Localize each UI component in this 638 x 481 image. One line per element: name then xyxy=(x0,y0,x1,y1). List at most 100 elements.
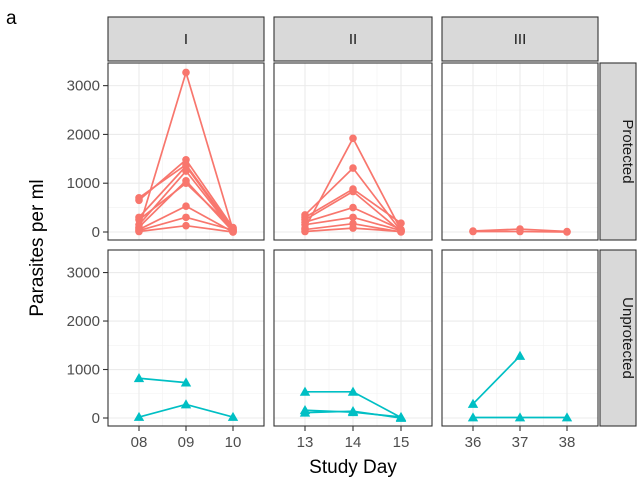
row-strip xyxy=(599,249,637,427)
data-point xyxy=(133,411,145,421)
x-tick-label: 15 xyxy=(393,434,410,451)
data-point xyxy=(349,164,357,172)
series-line xyxy=(304,188,354,219)
data-point xyxy=(227,411,239,421)
data-point xyxy=(301,227,309,236)
series-line xyxy=(138,159,187,201)
row-strip-label: Unprotected xyxy=(619,297,636,379)
data-point xyxy=(563,228,571,236)
data-point xyxy=(135,194,143,202)
data-point xyxy=(180,377,192,387)
series-line xyxy=(352,206,402,231)
column-strip-label: III xyxy=(514,31,527,48)
data-point xyxy=(182,167,190,175)
data-point xyxy=(182,221,190,230)
data-point xyxy=(182,202,190,210)
y-tick-label: 2000 xyxy=(67,126,100,143)
x-tick-label: 13 xyxy=(297,434,314,451)
series-line xyxy=(138,163,187,199)
series-line xyxy=(352,137,402,231)
column-strip xyxy=(273,16,433,62)
series-line xyxy=(185,159,234,229)
series-line xyxy=(352,190,402,233)
series-line xyxy=(304,222,354,231)
y-tick-label: 3000 xyxy=(67,265,100,282)
series-line xyxy=(352,216,402,232)
x-tick-label: 10 xyxy=(225,434,242,451)
data-point xyxy=(135,216,143,224)
series-line xyxy=(304,167,354,216)
column-strip-label: I xyxy=(184,31,188,48)
data-point xyxy=(182,179,190,188)
series-line xyxy=(138,165,187,218)
x-tick-label: 14 xyxy=(345,434,362,451)
y-tick-label: 1000 xyxy=(67,362,100,379)
series-line xyxy=(304,410,354,414)
series-line xyxy=(138,224,187,233)
series-line xyxy=(304,206,354,224)
series-line xyxy=(352,410,402,419)
data-point xyxy=(182,213,190,222)
data-point xyxy=(180,399,192,409)
y-axis-title: Parasites per ml xyxy=(27,179,48,316)
data-point xyxy=(467,412,479,422)
data-point xyxy=(349,224,357,232)
data-point xyxy=(347,406,359,416)
series-line xyxy=(185,164,234,230)
data-point xyxy=(299,386,311,396)
series-line xyxy=(138,403,187,418)
series-line xyxy=(352,227,402,233)
series-line xyxy=(185,224,234,233)
column-strip-label: II xyxy=(349,31,357,48)
y-tick-label: 2000 xyxy=(67,313,100,330)
series-line xyxy=(138,216,187,232)
series-line xyxy=(352,188,402,224)
panel-tag: a xyxy=(6,8,17,29)
series-line xyxy=(138,205,187,231)
x-tick-label: 08 xyxy=(131,434,148,451)
column-strip xyxy=(107,16,265,62)
x-tick-label: 38 xyxy=(559,434,576,451)
data-point xyxy=(135,227,143,236)
data-point xyxy=(299,407,311,417)
series-line xyxy=(138,182,187,221)
panel-border xyxy=(441,62,599,241)
data-point xyxy=(516,227,524,236)
data-point xyxy=(133,373,145,383)
series-line xyxy=(185,182,234,229)
row-strip-label: Protected xyxy=(619,119,636,183)
data-point xyxy=(347,386,359,396)
x-tick-label: 37 xyxy=(512,434,529,451)
x-axis-title: Study Day xyxy=(309,457,397,478)
data-point xyxy=(561,412,573,422)
x-tick-label: 36 xyxy=(465,434,482,451)
series-line xyxy=(138,377,187,384)
data-point xyxy=(229,228,237,236)
series-line xyxy=(352,167,402,232)
panel-border xyxy=(273,62,433,241)
y-tick-label: 3000 xyxy=(67,78,100,95)
series-line xyxy=(304,190,354,221)
data-point xyxy=(349,203,357,212)
y-tick-label: 0 xyxy=(92,410,100,427)
row-strip xyxy=(599,62,637,241)
panel-border xyxy=(107,62,265,241)
series-line xyxy=(304,227,354,233)
data-point xyxy=(467,398,479,408)
y-tick-label: 0 xyxy=(92,224,100,241)
series-line xyxy=(352,391,402,419)
data-point xyxy=(514,350,526,360)
series-line xyxy=(304,216,354,226)
data-point xyxy=(395,412,407,422)
series-line xyxy=(185,403,234,418)
x-tick-label: 09 xyxy=(178,434,195,451)
data-point xyxy=(349,187,357,196)
data-point xyxy=(349,213,357,222)
data-point xyxy=(397,227,405,236)
data-point xyxy=(397,219,405,228)
data-point xyxy=(469,227,477,236)
y-tick-label: 1000 xyxy=(67,175,100,192)
series-line xyxy=(138,170,187,226)
data-point xyxy=(349,134,357,143)
